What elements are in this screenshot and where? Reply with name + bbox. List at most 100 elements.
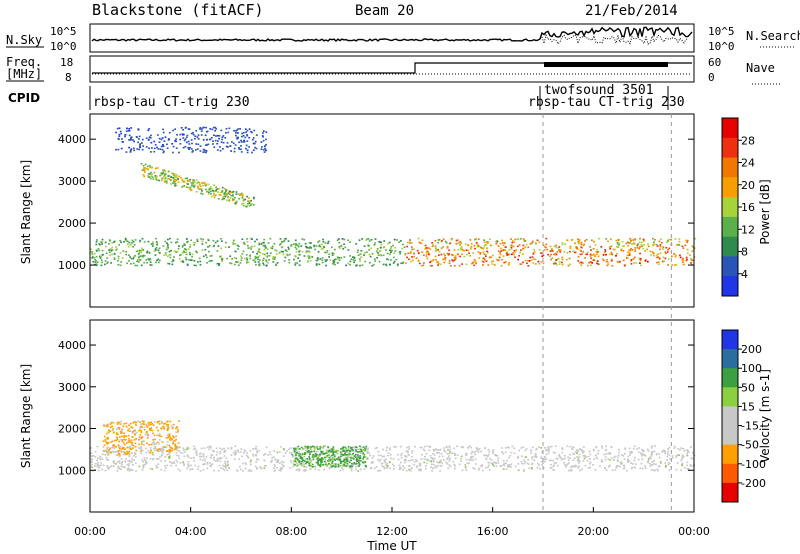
power-echo-2-109: [175, 147, 178, 149]
velocity-echo-0-1142: [240, 468, 242, 471]
velocity-echo-0-15: [567, 459, 570, 461]
velocity-echo-0-709: [167, 453, 170, 455]
velocity-echo-0-1171: [570, 466, 572, 469]
power-echo-0-345: [402, 261, 405, 264]
velocity-echo-2-340: [119, 449, 122, 451]
power-echo-0-1323: [166, 245, 169, 248]
velocity-echo-0-835: [608, 465, 610, 468]
power-colorbar-label: Power [dB]: [758, 179, 772, 244]
velocity-echo-2-304: [166, 420, 169, 423]
velocity-echo-0-245: [225, 457, 228, 459]
colorbar-tick-label-7: -200: [741, 477, 766, 490]
power-echo-0-117: [502, 244, 505, 247]
velocity-echo-0-421: [99, 456, 102, 459]
power-echo-0-829: [377, 254, 380, 256]
velocity-echo-0-28: [508, 456, 510, 459]
power-echo-2-44: [145, 146, 148, 148]
velocity-echo-1-86: [341, 464, 344, 467]
velocity-echo-0-365: [523, 470, 525, 472]
velocity-echo-2-128: [126, 450, 129, 453]
power-echo-0-424: [263, 241, 265, 244]
velocity-echo-0-555: [202, 455, 205, 458]
velocity-echo-2-34: [173, 440, 176, 442]
power-echo-2-183: [120, 132, 123, 135]
power-echo-0-1019: [676, 244, 678, 246]
velocity-echo-2-42: [117, 433, 119, 436]
power-echo-2-59: [185, 136, 188, 139]
velocity-echo-0-845: [110, 465, 113, 467]
velocity-echo-0-821: [124, 460, 127, 462]
power-echo-0-440: [264, 258, 267, 261]
power-echo-0-459: [279, 238, 282, 240]
velocity-echo-2-3: [138, 443, 141, 446]
power-echo-0-608: [193, 244, 195, 246]
velocity-echo-2-213: [120, 438, 123, 441]
velocity-echo-0-1260: [96, 445, 99, 448]
velocity-echo-0-372: [617, 465, 619, 467]
velocity-echo-0-945: [577, 458, 579, 461]
power-echo-0-94: [606, 264, 609, 267]
power-echo-0-900: [609, 238, 612, 240]
power-echo-1-81: [210, 195, 213, 198]
velocity-echo-1-298: [311, 445, 314, 448]
velocity-echo-0-203: [177, 446, 180, 449]
velocity-echo-2-237: [166, 450, 169, 452]
power-echo-0-1397: [290, 244, 293, 246]
power-echo-1-119: [215, 194, 217, 196]
power-echo-0-590: [177, 247, 180, 250]
power-echo-0-151: [108, 251, 111, 254]
velocity-echo-0-898: [430, 457, 433, 459]
power-echo-0-707: [604, 250, 607, 253]
power-echo-0-415: [421, 251, 424, 253]
velocity-echo-1-174: [317, 456, 319, 459]
power-echo-0-1143: [258, 255, 261, 257]
power-echo-0-239: [605, 260, 608, 263]
power-echo-0-648: [106, 257, 109, 259]
cpid-change-markers: [542, 114, 672, 512]
power-echo-0-760: [549, 255, 551, 258]
power-echo-0-192: [328, 253, 331, 256]
x-tick-label-3: 12:00: [376, 525, 408, 538]
velocity-echo-0-1397: [530, 449, 532, 452]
velocity-echo-1-202: [337, 450, 339, 452]
power-echo-0-368: [374, 258, 376, 260]
power-echo-0-107: [597, 255, 600, 257]
velocity-echo-1-56: [348, 461, 351, 464]
velocity-echo-0-636: [576, 452, 578, 454]
velocity-echo-0-1150: [573, 453, 576, 455]
power-echo-0-876: [610, 258, 613, 261]
power-echo-0-264: [448, 253, 451, 255]
velocity-echo-2-25: [121, 440, 124, 442]
velocity-echo-1-99: [344, 461, 346, 464]
power-echo-2-136: [254, 146, 256, 149]
velocity-echo-0-321: [675, 454, 678, 457]
power-echo-0-1373: [305, 251, 308, 254]
velocity-echo-0-53: [421, 454, 423, 456]
velocity-echo-0-246: [350, 469, 353, 472]
power-echo-0-1243: [530, 259, 533, 261]
velocity-echo-2-2: [118, 440, 120, 443]
velocity-echo-1-293: [344, 457, 347, 460]
colorbar-tick-label-0: 200: [741, 343, 762, 356]
power-echo-0-727: [374, 242, 376, 245]
power-echo-0-1159: [637, 243, 639, 245]
power-echo-0-783: [495, 258, 498, 261]
power-echo-0-108: [233, 263, 236, 266]
power-echo-0-1383: [125, 253, 128, 256]
power-echo-0-295: [691, 245, 694, 248]
velocity-echo-1-336: [324, 463, 327, 466]
velocity-echo-0-1353: [524, 449, 527, 452]
power-echo-0-942: [101, 241, 104, 243]
power-echo-0-1196: [185, 251, 188, 253]
power-echo-0-392: [578, 240, 580, 243]
power-echo-0-1138: [667, 264, 669, 266]
power-echo-1-49: [158, 179, 160, 182]
power-echo-2-18: [216, 149, 219, 151]
velocity-echo-0-1166: [525, 448, 528, 450]
power-echo-0-1269: [326, 251, 329, 254]
power-echo-0-353: [470, 242, 473, 245]
velocity-echo-2-125: [143, 428, 146, 431]
power-echo-0-1006: [686, 241, 688, 243]
power-echo-0-612: [358, 253, 361, 256]
power-echo-0-446: [391, 249, 393, 252]
